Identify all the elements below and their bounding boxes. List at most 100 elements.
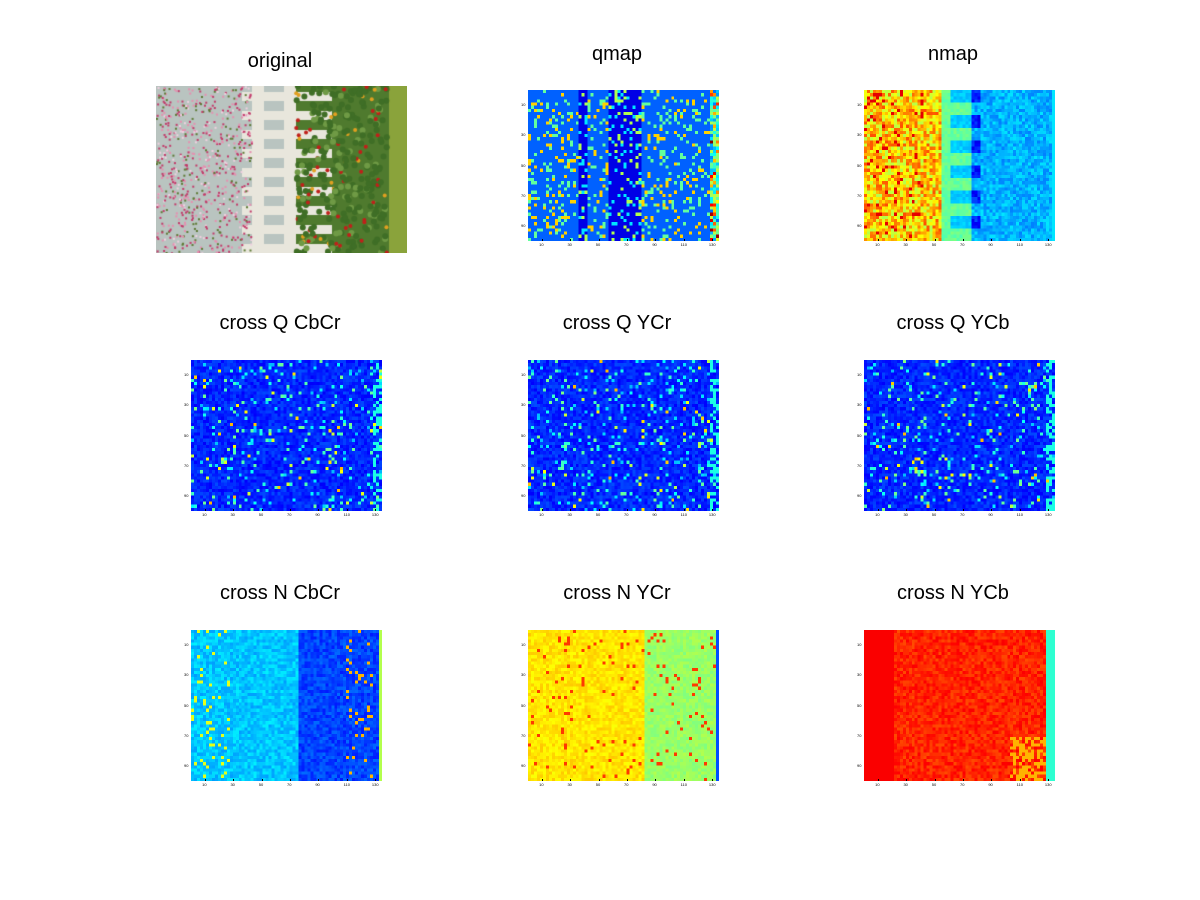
x-tick-label: 30: [567, 783, 571, 787]
x-tick-label: 110: [344, 513, 350, 517]
x-tick: [262, 509, 263, 511]
x-tick: [878, 779, 879, 781]
panel-title: cross N YCr: [467, 582, 767, 605]
y-tick-label: 50: [184, 704, 188, 708]
y-tick-label: 70: [184, 734, 188, 738]
x-tick: [290, 779, 291, 781]
x-tick: [347, 779, 348, 781]
y-tick-label: 30: [521, 673, 525, 677]
y-tick-label: 10: [521, 373, 525, 377]
x-tick: [684, 239, 685, 241]
x-tick: [627, 779, 628, 781]
x-tick-label: 130: [372, 513, 379, 517]
y-tick-label: 50: [184, 434, 188, 438]
x-tick: [599, 779, 600, 781]
y-tick-label: 50: [521, 434, 525, 438]
x-tick: [599, 509, 600, 511]
x-tick-label: 110: [1017, 243, 1023, 247]
y-tick-label: 50: [857, 704, 861, 708]
x-tick: [991, 509, 992, 511]
y-tick-label: 10: [184, 373, 188, 377]
x-tick-label: 110: [1017, 513, 1023, 517]
x-tick-label: 110: [681, 243, 687, 247]
y-tick-label: 10: [521, 643, 525, 647]
x-tick: [1048, 779, 1049, 781]
heatmap-cross-q-ycr: [528, 360, 719, 511]
y-tick-label: 90: [521, 494, 525, 498]
y-tick-label: 30: [857, 673, 861, 677]
y-tick-label: 10: [521, 103, 525, 107]
x-tick: [684, 509, 685, 511]
x-tick-label: 70: [624, 783, 628, 787]
x-tick: [570, 239, 571, 241]
x-tick-label: 130: [372, 783, 379, 787]
x-tick: [233, 779, 234, 781]
x-tick-label: 130: [1045, 783, 1052, 787]
x-tick-label: 130: [1045, 513, 1052, 517]
y-tick-label: 30: [857, 133, 861, 137]
x-tick-label: 70: [960, 783, 964, 787]
heatmap-cross-n-cbcr: [191, 630, 382, 781]
x-tick-label: 70: [624, 513, 628, 517]
x-tick: [599, 239, 600, 241]
x-tick-label: 50: [596, 783, 600, 787]
x-tick: [570, 509, 571, 511]
y-tick-label: 50: [857, 164, 861, 168]
x-tick: [935, 509, 936, 511]
x-tick: [205, 509, 206, 511]
x-tick: [570, 779, 571, 781]
x-tick: [906, 239, 907, 241]
x-tick-label: 10: [539, 783, 543, 787]
x-tick-label: 30: [903, 783, 907, 787]
y-tick-label: 30: [521, 403, 525, 407]
x-tick: [906, 509, 907, 511]
x-tick-label: 90: [652, 783, 656, 787]
x-tick-label: 30: [567, 513, 571, 517]
x-tick: [655, 239, 656, 241]
x-tick: [1020, 509, 1021, 511]
x-tick: [1048, 509, 1049, 511]
x-tick-label: 70: [960, 513, 964, 517]
x-tick-label: 10: [202, 513, 206, 517]
x-tick: [906, 779, 907, 781]
x-tick-label: 70: [624, 243, 628, 247]
x-tick: [542, 509, 543, 511]
x-tick-label: 90: [315, 783, 319, 787]
panel-title: cross Q YCr: [467, 312, 767, 335]
y-tick-label: 90: [521, 224, 525, 228]
y-tick-label: 90: [857, 764, 861, 768]
x-tick-label: 110: [681, 783, 687, 787]
y-tick-label: 50: [521, 164, 525, 168]
x-tick: [375, 779, 376, 781]
y-tick-label: 90: [184, 494, 188, 498]
x-tick-label: 50: [932, 783, 936, 787]
x-tick: [991, 239, 992, 241]
y-tick-label: 90: [857, 224, 861, 228]
panel-title: qmap: [467, 43, 767, 66]
x-tick: [542, 239, 543, 241]
x-tick: [712, 779, 713, 781]
x-tick-label: 130: [1045, 243, 1052, 247]
y-tick-label: 50: [857, 434, 861, 438]
x-tick: [1020, 779, 1021, 781]
x-tick-label: 70: [287, 783, 291, 787]
heatmap-cross-q-cbcr: [191, 360, 382, 511]
y-tick-label: 70: [857, 194, 861, 198]
panel-title: nmap: [803, 43, 1103, 66]
heatmap-qmap: [528, 90, 719, 241]
x-tick-label: 50: [932, 513, 936, 517]
x-tick: [318, 509, 319, 511]
y-tick-label: 70: [857, 734, 861, 738]
x-tick: [318, 779, 319, 781]
x-tick-label: 10: [539, 243, 543, 247]
x-tick-label: 10: [875, 513, 879, 517]
x-tick: [935, 779, 936, 781]
panel-title: cross N CbCr: [130, 582, 430, 605]
x-tick-label: 10: [875, 783, 879, 787]
x-tick: [963, 509, 964, 511]
panel-title: cross Q CbCr: [130, 312, 430, 335]
x-tick: [655, 779, 656, 781]
x-tick: [1048, 239, 1049, 241]
y-tick-label: 10: [857, 103, 861, 107]
x-tick: [991, 779, 992, 781]
